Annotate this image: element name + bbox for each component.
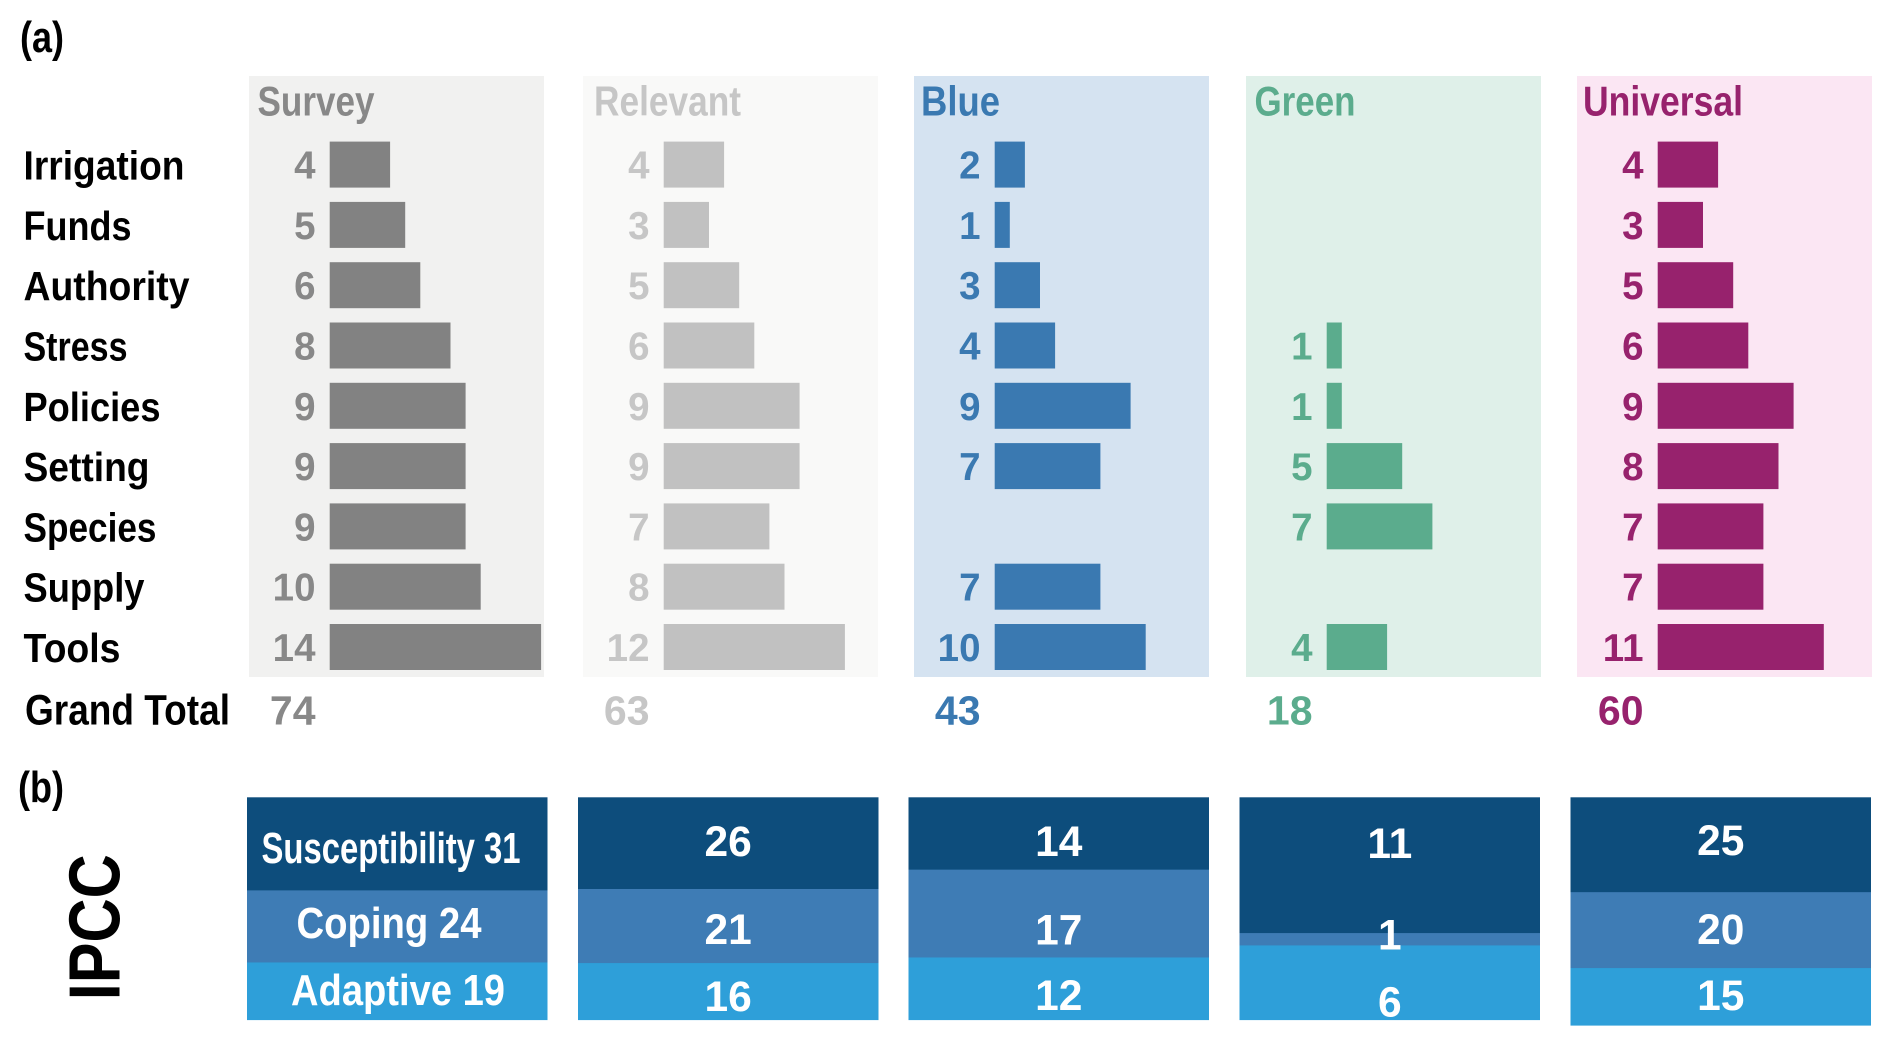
svg-text:Green: Green — [1255, 77, 1356, 124]
svg-text:25: 25 — [1697, 818, 1744, 865]
svg-text:7: 7 — [1622, 567, 1643, 610]
svg-text:Grand Total: Grand Total — [25, 686, 230, 734]
svg-text:Relevant: Relevant — [594, 77, 741, 124]
svg-text:7: 7 — [1622, 506, 1643, 549]
svg-text:9: 9 — [1622, 386, 1643, 429]
svg-text:17: 17 — [1035, 908, 1082, 955]
svg-text:Universal: Universal — [1583, 77, 1743, 124]
svg-text:4: 4 — [959, 326, 981, 369]
svg-text:Authority: Authority — [24, 263, 190, 309]
svg-text:5: 5 — [1622, 265, 1643, 308]
svg-text:14: 14 — [273, 627, 316, 670]
svg-text:14: 14 — [1035, 819, 1083, 866]
svg-text:(a): (a) — [20, 13, 64, 62]
svg-text:8: 8 — [1622, 446, 1643, 489]
svg-text:4: 4 — [628, 145, 650, 188]
svg-text:9: 9 — [294, 386, 315, 429]
svg-text:18: 18 — [1267, 687, 1313, 733]
svg-text:6: 6 — [1622, 326, 1643, 369]
svg-text:15: 15 — [1697, 973, 1744, 1020]
svg-text:5: 5 — [1291, 446, 1312, 489]
svg-text:6: 6 — [1378, 980, 1402, 1027]
svg-text:16: 16 — [705, 974, 752, 1021]
svg-text:Policies: Policies — [24, 384, 161, 430]
svg-text:9: 9 — [294, 446, 315, 489]
svg-text:Setting: Setting — [24, 444, 150, 490]
svg-text:1: 1 — [1291, 326, 1312, 369]
svg-text:8: 8 — [294, 326, 315, 369]
svg-text:5: 5 — [294, 205, 315, 248]
svg-text:11: 11 — [1603, 627, 1644, 670]
svg-text:60: 60 — [1598, 687, 1644, 733]
svg-text:74: 74 — [270, 687, 316, 733]
svg-text:7: 7 — [959, 567, 980, 610]
svg-text:10: 10 — [938, 627, 981, 670]
svg-text:6: 6 — [294, 265, 315, 308]
svg-text:63: 63 — [604, 687, 650, 733]
svg-text:4: 4 — [1291, 627, 1313, 670]
svg-text:IPCC: IPCC — [56, 854, 136, 1000]
svg-text:Coping 24: Coping 24 — [297, 899, 482, 948]
svg-text:(b): (b) — [18, 763, 64, 812]
svg-text:Tools: Tools — [24, 625, 121, 671]
svg-text:3: 3 — [628, 205, 649, 248]
svg-text:9: 9 — [959, 386, 980, 429]
svg-text:Irrigation: Irrigation — [24, 143, 185, 189]
svg-text:2: 2 — [959, 145, 980, 188]
svg-text:1: 1 — [1291, 386, 1312, 429]
svg-text:Blue: Blue — [921, 77, 1000, 124]
svg-text:Stress: Stress — [24, 324, 128, 370]
svg-text:5: 5 — [628, 265, 649, 308]
svg-text:4: 4 — [294, 145, 316, 188]
svg-text:11: 11 — [1367, 821, 1412, 868]
svg-text:Supply: Supply — [24, 565, 145, 611]
svg-text:Survey: Survey — [258, 77, 376, 124]
svg-text:43: 43 — [935, 687, 981, 733]
svg-text:Adaptive 19: Adaptive 19 — [291, 966, 505, 1015]
svg-text:4: 4 — [1622, 145, 1644, 188]
svg-text:1: 1 — [959, 205, 980, 248]
svg-text:8: 8 — [628, 567, 649, 610]
svg-text:10: 10 — [273, 567, 316, 610]
svg-text:12: 12 — [607, 627, 650, 670]
svg-text:9: 9 — [628, 386, 649, 429]
svg-text:9: 9 — [294, 506, 315, 549]
svg-text:21: 21 — [705, 907, 752, 954]
svg-text:9: 9 — [628, 446, 649, 489]
svg-text:3: 3 — [1622, 205, 1643, 248]
svg-text:Susceptibility 31: Susceptibility 31 — [262, 824, 521, 873]
svg-text:7: 7 — [959, 446, 980, 489]
svg-text:7: 7 — [628, 506, 649, 549]
svg-text:26: 26 — [705, 819, 752, 866]
svg-text:7: 7 — [1291, 506, 1312, 549]
svg-text:20: 20 — [1697, 907, 1744, 954]
svg-text:1: 1 — [1378, 913, 1402, 960]
svg-text:6: 6 — [628, 326, 649, 369]
svg-text:Species: Species — [24, 504, 157, 550]
svg-text:12: 12 — [1035, 973, 1082, 1020]
svg-text:3: 3 — [959, 265, 980, 308]
svg-text:Funds: Funds — [24, 203, 132, 249]
